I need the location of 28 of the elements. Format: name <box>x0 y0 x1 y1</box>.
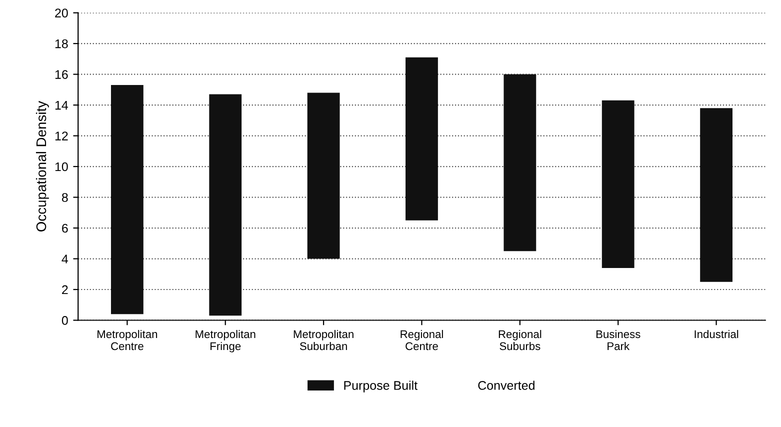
x-tick-label: Metropolitan Suburban <box>294 330 354 350</box>
x-tick-label: Regional Suburbs <box>498 330 542 350</box>
x-tick-label: Metropolitan Centre <box>98 330 158 350</box>
x-tick-label: Business Park <box>596 330 640 350</box>
y-tick-label: 6 <box>62 224 68 233</box>
text: Converted <box>478 380 534 390</box>
bar <box>504 74 536 252</box>
y-axis-title: Occupational Density <box>36 100 49 232</box>
y-tick-label: 0 <box>62 316 68 325</box>
bar <box>602 100 634 268</box>
y-tick-label: 2 <box>62 285 68 294</box>
bar <box>307 92 340 259</box>
y-tick-label: 14 <box>55 100 68 110</box>
y-tick-label: 16 <box>55 70 68 79</box>
y-tick-label: 18 <box>55 39 68 48</box>
y-tick-label: 8 <box>62 193 68 202</box>
x-tick-label: Industrial <box>694 330 738 338</box>
x-tick-label: Regional Centre <box>400 330 443 350</box>
x-tick-label: Metropolitan Fringe <box>196 330 256 352</box>
bar <box>406 57 438 220</box>
legend-label: Purpose Built <box>344 380 418 392</box>
y-tick-label: 10 <box>55 162 68 172</box>
y-tick-label: 4 <box>62 254 68 264</box>
bar <box>209 94 242 316</box>
bar <box>700 108 732 282</box>
y-tick-label: 12 <box>55 132 68 140</box>
bar <box>110 85 144 314</box>
y-tick-label: 20 <box>55 8 68 18</box>
